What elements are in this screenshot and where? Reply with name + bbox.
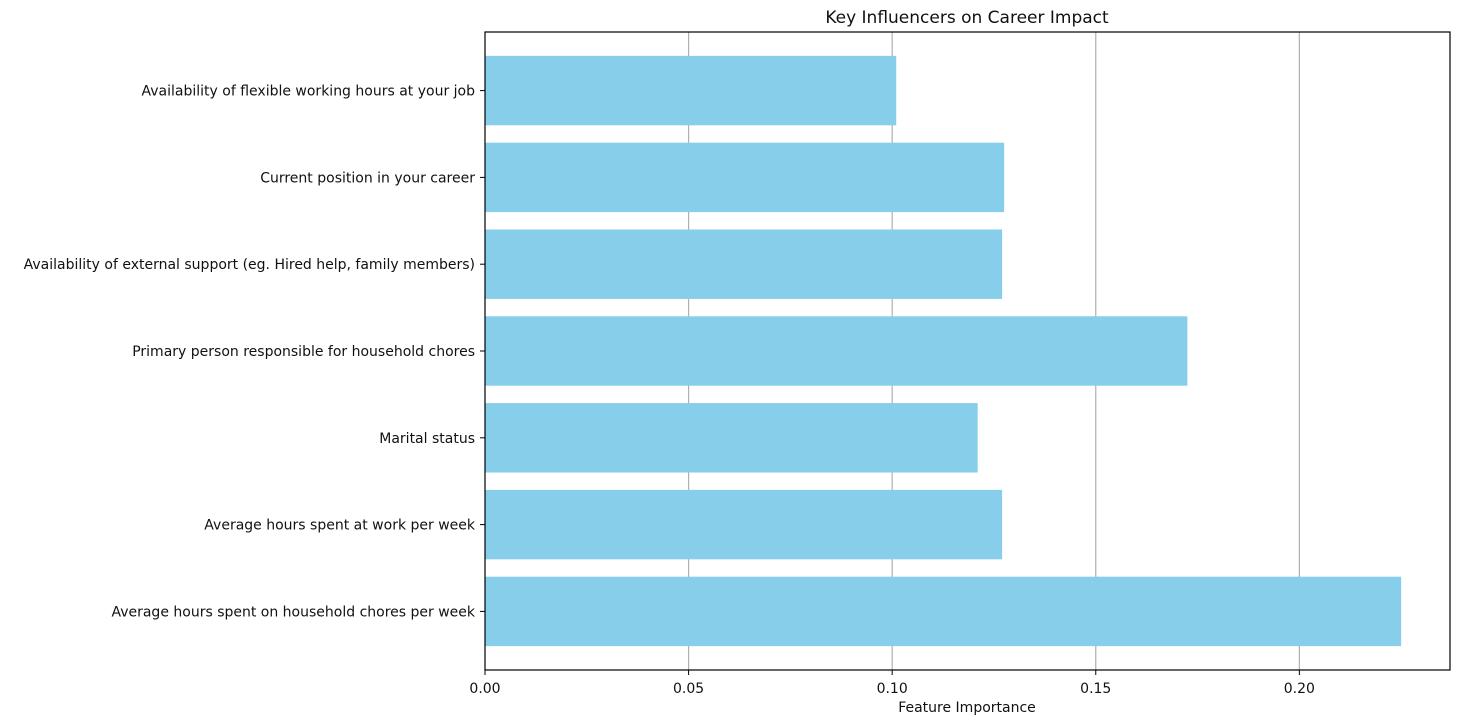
bar	[485, 229, 1003, 299]
bar	[485, 316, 1188, 386]
x-tick-labels: 0.00 0.05 0.10 0.15 0.20	[469, 670, 1315, 697]
bar	[485, 403, 978, 473]
y-tick-label: Average hours spent on household chores …	[111, 604, 475, 620]
x-tick-label: 0.05	[673, 681, 704, 697]
bar	[485, 55, 897, 126]
y-tick-label: Primary person responsible for household…	[132, 344, 475, 360]
y-tick-label: Current position in your career	[260, 170, 475, 186]
bar	[485, 576, 1402, 647]
x-tick-label: 0.15	[1080, 681, 1111, 697]
x-axis-label: Feature Importance	[898, 700, 1036, 716]
y-tick-label: Average hours spent at work per week	[204, 518, 476, 534]
chart-title: Key Influencers on Career Impact	[825, 8, 1109, 28]
x-tick-label: 0.00	[469, 681, 500, 697]
bars	[485, 55, 1402, 647]
x-tick-label: 0.10	[877, 681, 908, 697]
x-tick-label: 0.20	[1284, 681, 1315, 697]
y-tick-label: Marital status	[379, 431, 475, 447]
bar	[485, 489, 1003, 560]
y-tick-label: Availability of external support (eg. Hi…	[24, 257, 475, 273]
y-tick-labels: Availability of flexible working hours a…	[24, 84, 485, 620]
bar	[485, 142, 1005, 213]
y-tick-label: Availability of flexible working hours a…	[142, 84, 476, 100]
